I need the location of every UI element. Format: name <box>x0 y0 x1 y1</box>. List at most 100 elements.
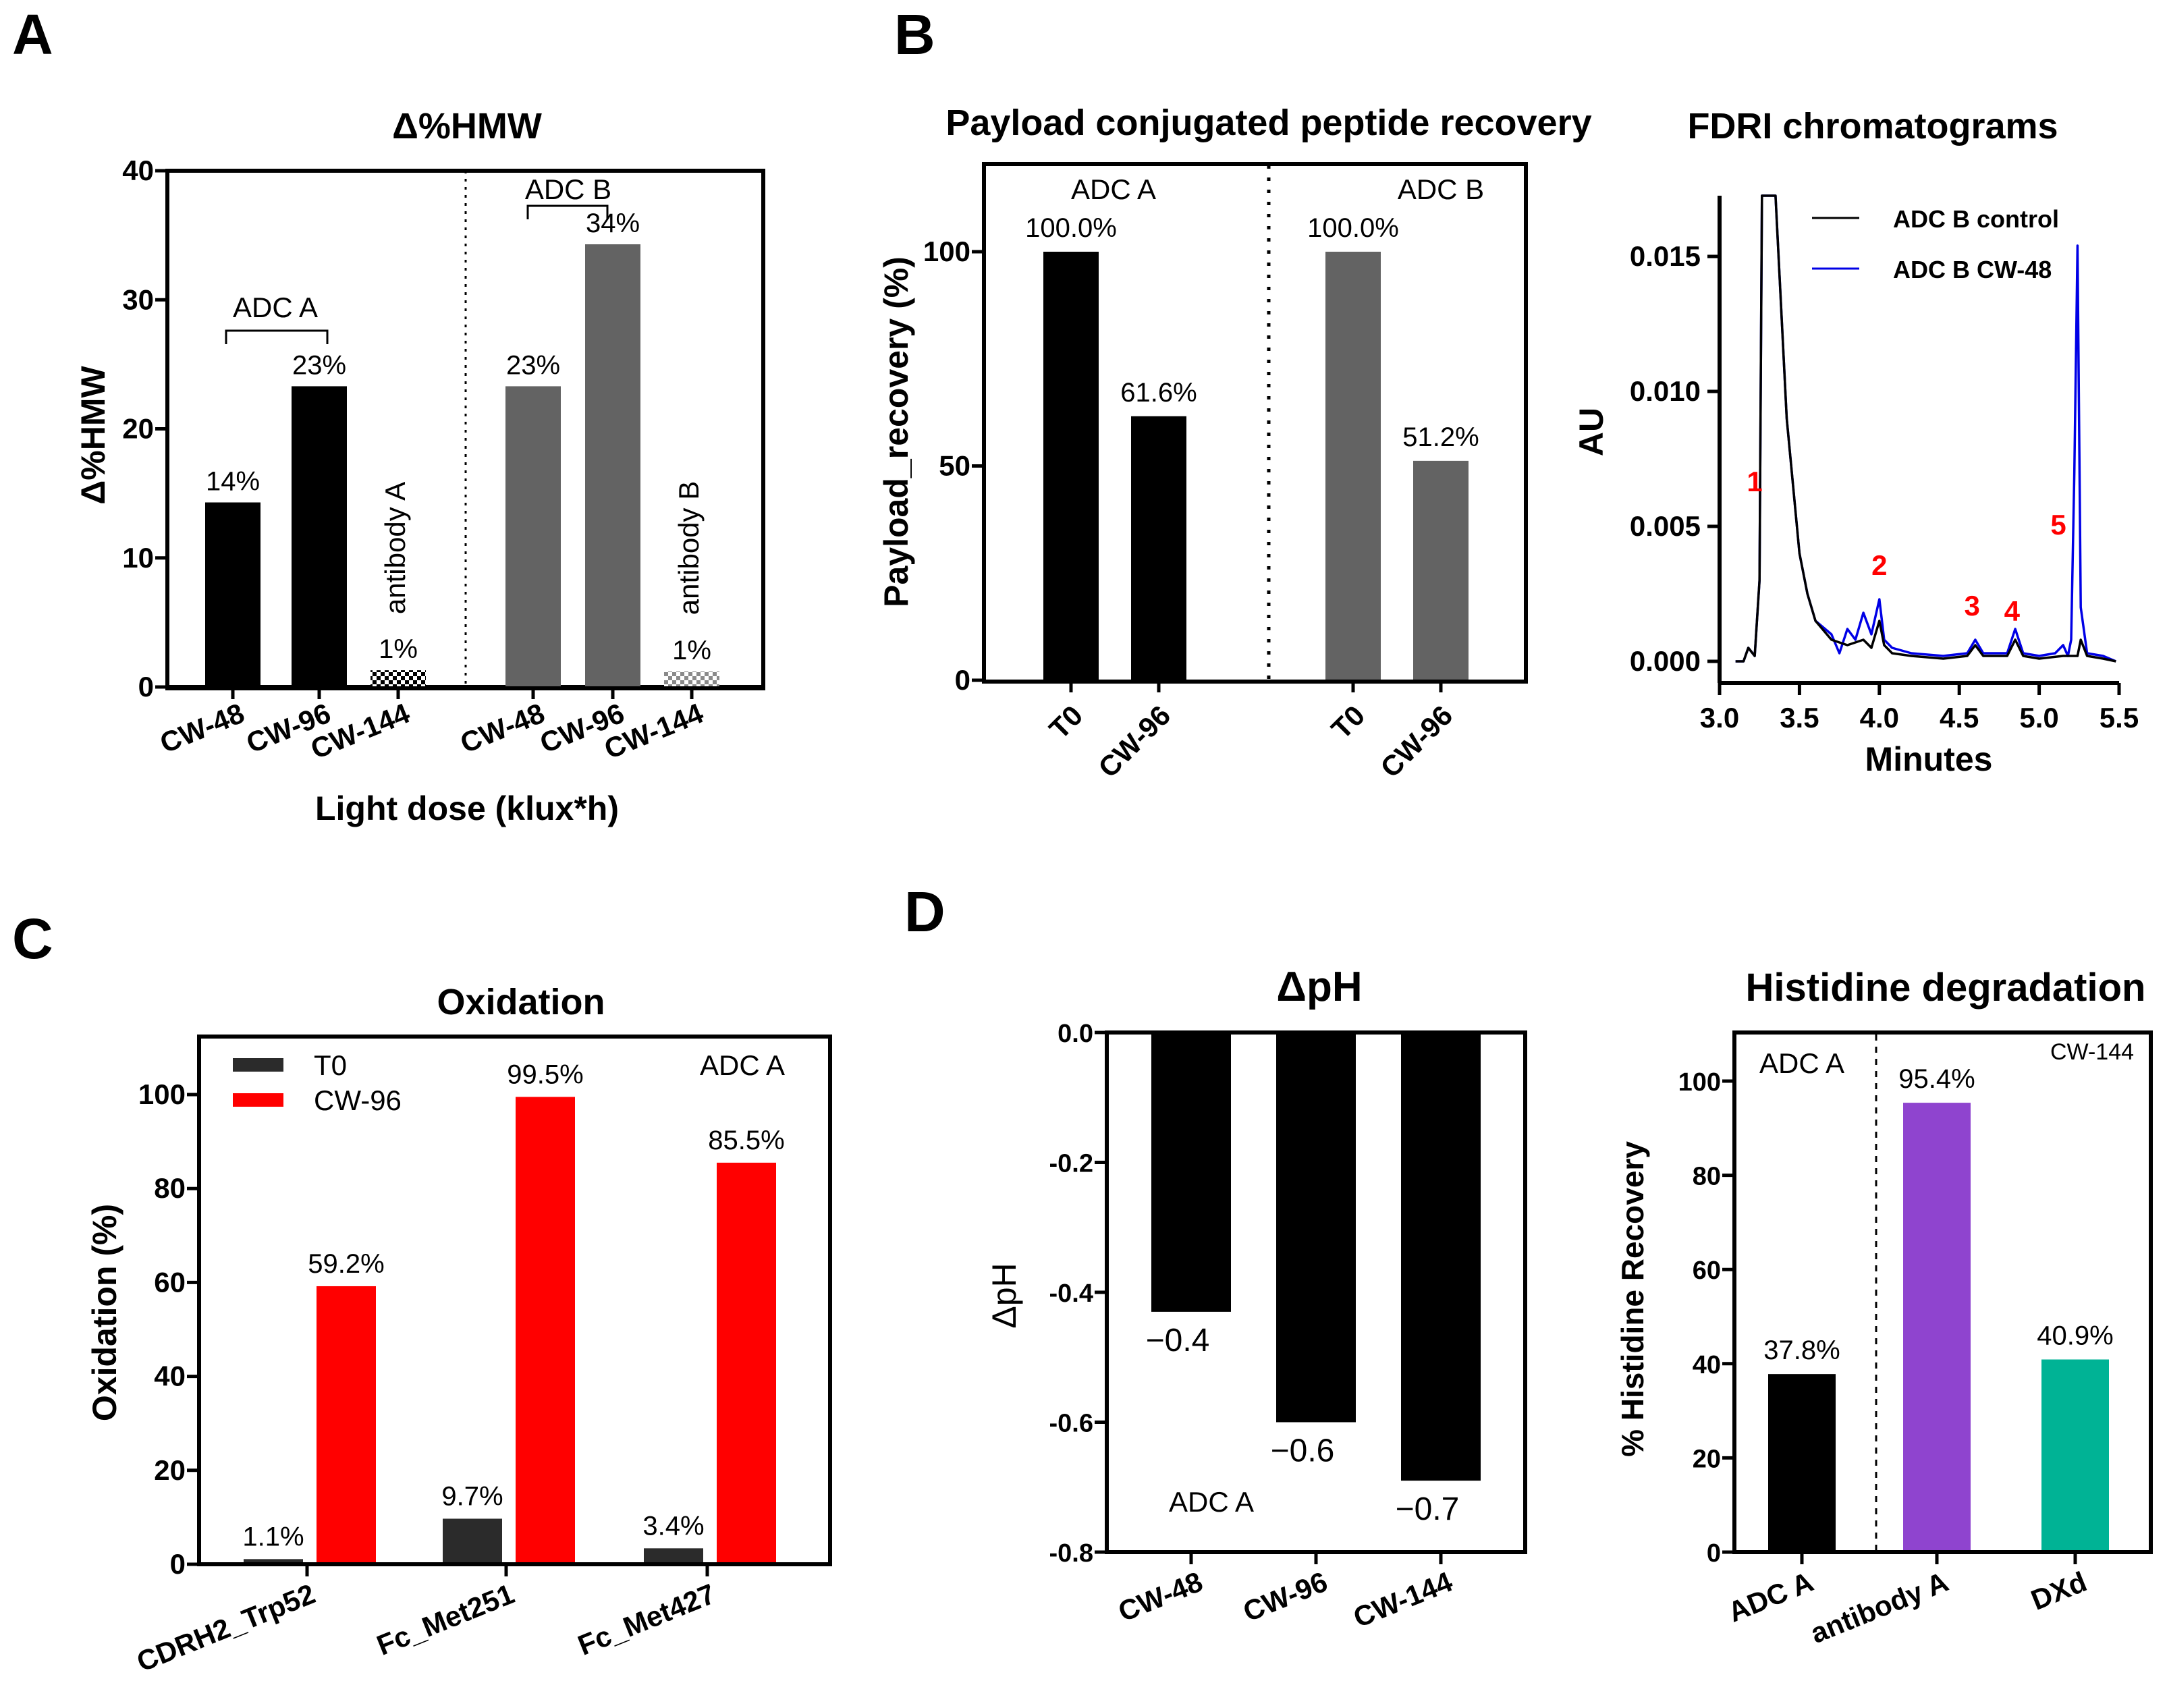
chart-c-value-label: 1.1% <box>242 1522 304 1551</box>
chart-b1-group-label-b: ADC B <box>1398 173 1484 205</box>
chart-d1: ΔpH ΔpH 0.0 -0.2 -0.4 -0.6 -0.8 −0.4 CW-48 −0.6… <box>985 964 1527 1634</box>
chart-a-marks: 01020304014%CW-4823%CW-961%CW-14423%CW-4… <box>122 155 763 765</box>
chart-d1-frame <box>1105 1030 1527 1554</box>
chart-b1-y-tick-label: 0 <box>955 664 970 696</box>
chart-a-value-label: 1% <box>379 634 418 664</box>
chart-a-group-label-a: ADC A <box>233 292 318 323</box>
chart-b1-category-label: CW-96 <box>1374 699 1458 783</box>
chart-d1-ylabel: ΔpH <box>985 1263 1023 1328</box>
chart-b1-bar <box>1413 460 1469 680</box>
chart-a-y-tick-label: 40 <box>122 155 154 186</box>
chart-a-frame <box>165 169 765 690</box>
chart-c-value-label: 3.4% <box>642 1511 704 1541</box>
chart-d2-category-label: ADC A <box>1724 1566 1817 1628</box>
chart-d1-y-tick-label: -0.6 <box>1049 1410 1093 1438</box>
chart-d1-category-label: CW-144 <box>1349 1566 1457 1634</box>
chart-b2-xlabel: Minutes <box>1865 740 1993 778</box>
chart-a-bar <box>664 671 719 687</box>
chart-c-legend-label-cw96: CW-96 <box>314 1084 402 1116</box>
chart-c-value-label: 99.5% <box>507 1059 583 1089</box>
chart-b2-peak-label: 3 <box>1964 590 1979 622</box>
chart-c-category-label: CDRH2_Trp52 <box>132 1578 319 1678</box>
chart-b2-x-tick-label: 4.0 <box>1860 702 1899 734</box>
chart-d1-y-tick-label: -0.2 <box>1049 1150 1093 1178</box>
chart-c-y-tick-label: 60 <box>154 1266 186 1298</box>
chart-a-y-tick-label: 30 <box>122 283 154 315</box>
chart-b2-y-tick-label: 0.015 <box>1630 240 1701 272</box>
chart-b1-bar <box>1043 252 1099 680</box>
chart-b1: Payload conjugated peptide recovery Payl… <box>877 103 1592 783</box>
chart-d2-marks: 0 20 40 60 80 100 37.8% ADC A 95.4% antibody A 40.… <box>1678 1032 2114 1649</box>
chart-d1-y-tick-label: -0.8 <box>1049 1539 1093 1568</box>
chart-d2-y-tick-label: 100 <box>1678 1068 1721 1097</box>
chart-b2-x-tick-label: 3.0 <box>1700 702 1739 734</box>
chart-d1-bar <box>1401 1032 1481 1481</box>
chart-b1-category-label: T0 <box>1325 699 1371 745</box>
chart-c-marks: 0 20 40 60 80 100 1.1% 59.2% CDRH2_Trp52 9.7% 99.5… <box>132 1037 785 1678</box>
chart-b2-peak-label: 1 <box>1747 466 1762 497</box>
chart-a-value-label: 23% <box>506 350 560 380</box>
chart-d1-value-label: −0.6 <box>1271 1433 1335 1469</box>
chart-c-ylabel: Oxidation (%) <box>86 1204 124 1421</box>
chart-b1-value-label: 100.0% <box>1025 213 1117 243</box>
chart-b2-legend-label-control: ADC B control <box>1893 205 2059 233</box>
chart-a: Δ%HMW Δ%HMW Light dose (klux*h) 0 10 20 30 4… <box>74 106 765 827</box>
chart-a-bar <box>292 386 347 687</box>
chart-a-y-tick-label: 10 <box>122 542 154 574</box>
chart-d1-annotation: ADC A <box>1169 1486 1254 1518</box>
chart-a-title: Δ%HMW <box>392 106 542 146</box>
chart-a-group-bracket-a <box>225 329 329 344</box>
chart-b2-marks: 0.000 0.005 0.010 0.015 3.0 3.5 4.0 4.5 5.0 5.5 1 2… <box>1630 194 2139 734</box>
chart-a-value-label: 1% <box>672 636 711 665</box>
chart-b1-bar <box>1325 252 1381 680</box>
chart-b2-legend-label-cw48: ADC B CW-48 <box>1893 256 2052 283</box>
panel-label-a: A <box>12 3 53 66</box>
chart-b2-series-line <box>1735 194 2116 663</box>
chart-c-title: Oxidation <box>437 982 605 1022</box>
chart-c-bar <box>244 1559 303 1564</box>
panel-label-b: B <box>894 3 935 66</box>
chart-b2-x-tick-label: 3.5 <box>1780 702 1819 734</box>
chart-d2-y-tick-label: 40 <box>1693 1351 1721 1379</box>
panel-label-c: C <box>12 907 53 970</box>
chart-c-bar <box>443 1518 502 1564</box>
chart-c-legend-swatch-cw96 <box>233 1093 283 1107</box>
chart-a-y-tick-label: 20 <box>122 413 154 445</box>
chart-d1-y-tick-label: 0.0 <box>1058 1020 1093 1048</box>
chart-c: Oxidation Oxidation (%) 0 20 40 60 80 100 1.1%… <box>86 982 832 1678</box>
chart-d2-value-label: 40.9% <box>2037 1321 2113 1351</box>
chart-c-y-tick-label: 80 <box>154 1172 186 1204</box>
chart-a-bar <box>205 502 260 687</box>
chart-d1-category-label: CW-96 <box>1238 1566 1332 1628</box>
chart-d1-title: ΔpH <box>1276 964 1362 1010</box>
chart-a-category-label: CW-48 <box>456 697 549 759</box>
chart-b1-y-tick-label: 50 <box>939 450 970 482</box>
chart-c-value-label: 85.5% <box>708 1126 784 1155</box>
chart-d2: Histidine degradation % Histidine Recove… <box>1615 966 2153 1649</box>
chart-d1-bar <box>1276 1032 1356 1423</box>
chart-b2-title: FDRI chromatograms <box>1687 106 2058 146</box>
chart-b2-x-tick-label: 5.0 <box>2019 702 2058 734</box>
chart-c-bar <box>516 1097 575 1564</box>
chart-d1-bar <box>1151 1032 1231 1312</box>
chart-a-annotation-antibody-b: antibody B <box>673 481 705 615</box>
chart-a-y-tick-label: 0 <box>138 671 154 703</box>
chart-c-y-tick-label: 0 <box>170 1548 186 1580</box>
chart-c-legend-label-t0: T0 <box>314 1049 347 1081</box>
panel-label-d: D <box>904 880 945 943</box>
chart-b1-ylabel: Payload_recovery (%) <box>877 256 915 607</box>
chart-d2-y-tick-label: 20 <box>1693 1445 1721 1473</box>
chart-b1-title: Payload conjugated peptide recovery <box>945 103 1591 143</box>
chart-d1-value-label: −0.7 <box>1396 1491 1460 1527</box>
chart-c-annotation: ADC A <box>700 1049 785 1081</box>
chart-d2-category-label: antibody A <box>1806 1566 1952 1649</box>
chart-d2-y-tick-label: 0 <box>1707 1539 1721 1568</box>
chart-b1-group-label-a: ADC A <box>1071 173 1156 205</box>
chart-a-group-bracket-b <box>526 204 609 219</box>
chart-b2-peak-label: 5 <box>2050 509 2066 541</box>
chart-b1-frame <box>982 162 1528 684</box>
chart-a-bar <box>585 244 640 687</box>
chart-d2-value-label: 95.4% <box>1898 1064 1975 1094</box>
chart-d1-y-tick-label: -0.4 <box>1049 1279 1093 1308</box>
chart-c-category-label: Fc_Met427 <box>574 1578 720 1661</box>
